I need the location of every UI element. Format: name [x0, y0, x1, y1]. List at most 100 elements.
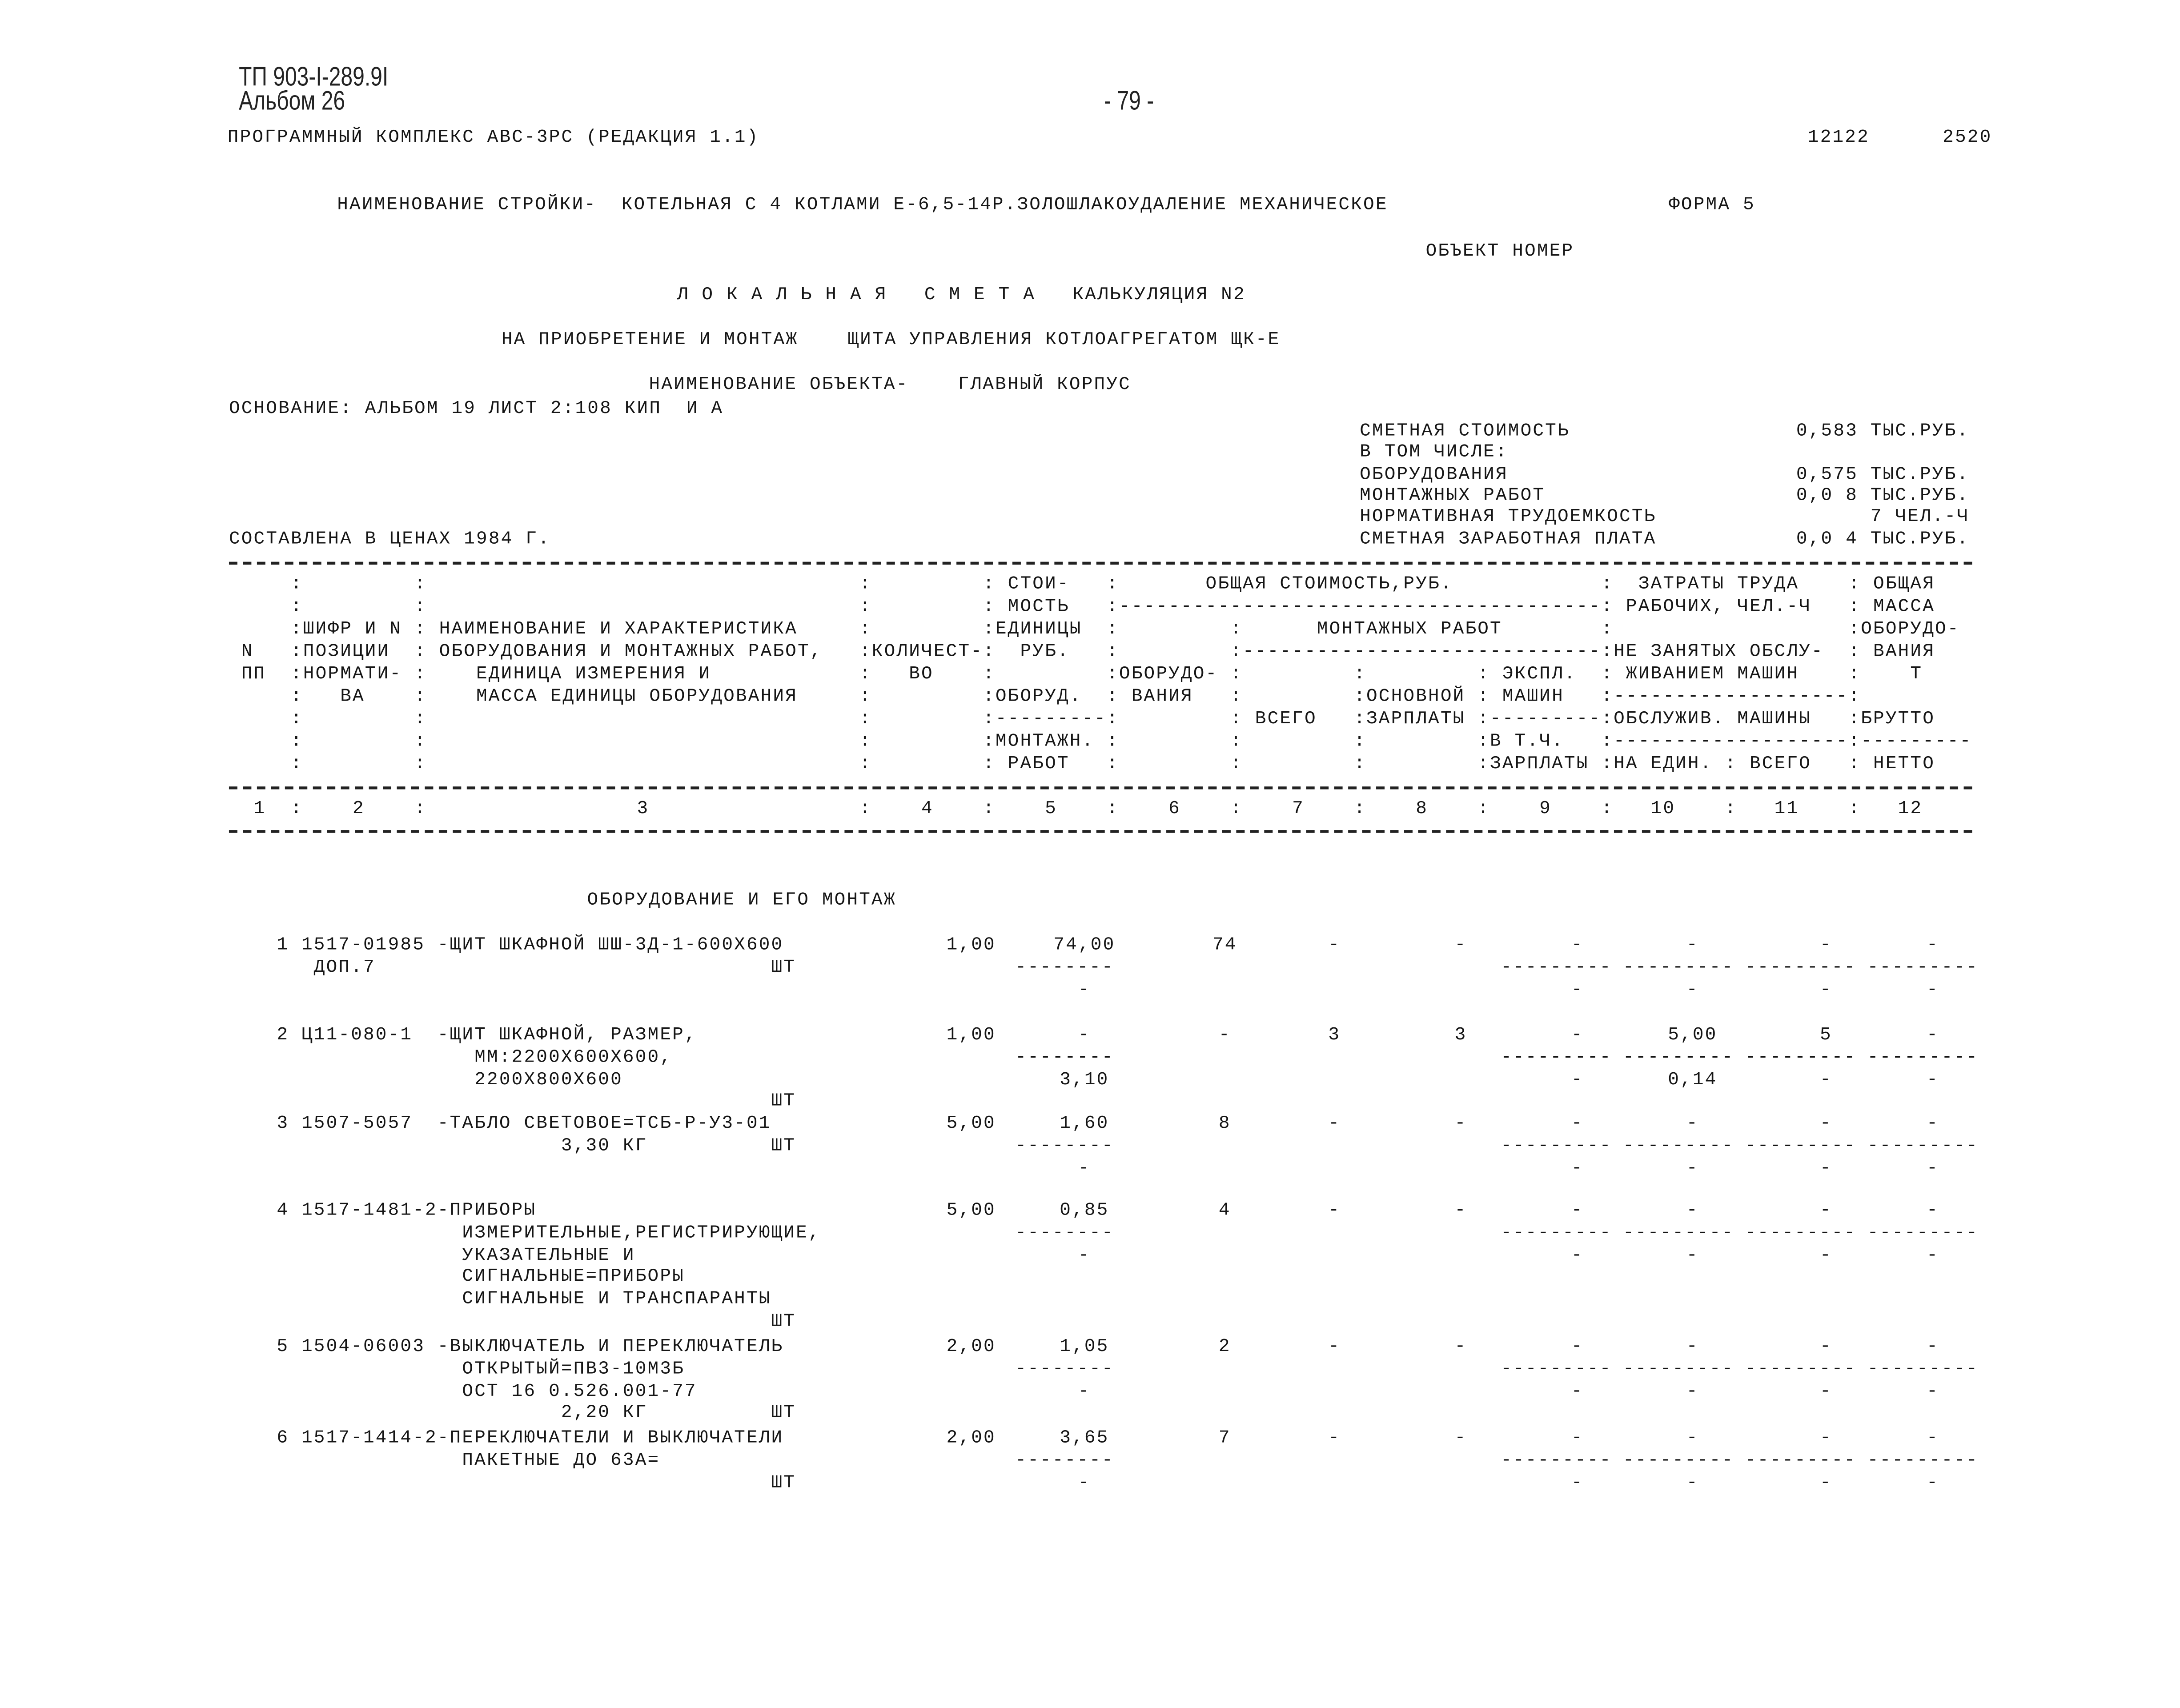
value-divider: --------- [1867, 1221, 1979, 1243]
item-description-line: 1 1517-01985 -ЩИТ ШКАФНОЙ ШШ-3Д-1-600Х60… [277, 934, 784, 955]
album-label: Альбом 26 [239, 87, 345, 117]
item-value-qty: 5,00 [946, 1199, 996, 1221]
item-value-c9: - [1571, 1427, 1584, 1448]
item-value-c8: - [1454, 1427, 1467, 1448]
item-subvalue-c9: - [1571, 1243, 1584, 1265]
item-value-c11: 5 [1820, 1024, 1832, 1045]
item-value-c9: - [1571, 1199, 1584, 1221]
item-description-line: 2 Ц11-080-1 -ЩИТ ШКАФНОЙ, РАЗМЕР, [277, 1024, 697, 1045]
summary-value: 0,583 ТЫС.РУБ. [1796, 420, 1970, 441]
price-divider: -------- [1015, 1358, 1114, 1379]
item-value-c7: - [1328, 1335, 1341, 1357]
document-code: ТП 903-I-289.9I [239, 63, 389, 93]
construction-name: НАИМЕНОВАНИЕ СТРОЙКИ- КОТЕЛЬНАЯ С 4 КОТЛ… [337, 193, 1388, 215]
value-divider: --------- [1501, 1134, 1612, 1156]
item-description-line: ММ:2200Х600Х600, [277, 1046, 673, 1067]
item-value-c7: 3 [1328, 1024, 1341, 1045]
item-subvalue-price: - [1078, 978, 1091, 1000]
item-description-line: 3,30 КГ ШТ [277, 1134, 796, 1156]
item-subvalue-c10: 0,14 [1668, 1068, 1718, 1090]
page-subtitle: НА ПРИОБРЕТЕНИЕ И МОНТАЖ ЩИТА УПРАВЛЕНИЯ… [501, 329, 1281, 350]
item-subvalue-c10: - [1686, 1156, 1699, 1178]
value-divider: --------- [1745, 1449, 1857, 1471]
summary-label: МОНТАЖНЫХ РАБОТ [1360, 484, 1546, 506]
object-name: НАИМЕНОВАНИЕ ОБЪЕКТА- ГЛАВНЫЙ КОРПУС [649, 373, 1131, 395]
summary-label: СМЕТНАЯ ЗАРАБОТНАЯ ПЛАТА [1360, 528, 1657, 549]
item-description-line: ДОП.7 ШТ [277, 956, 796, 978]
item-value-c12: - [1927, 1112, 1939, 1134]
item-subvalue-c10: - [1686, 978, 1699, 1000]
summary-label: НОРМАТИВНАЯ ТРУДОЕМКОСТЬ [1360, 505, 1657, 527]
item-subvalue-c12: - [1927, 1156, 1939, 1178]
item-value-c10: - [1686, 1427, 1699, 1448]
estimate-item: 1 1517-01985 -ЩИТ ШКАФНОЙ ШШ-3Д-1-600Х60… [0, 934, 2180, 1215]
value-divider: --------- [1623, 956, 1734, 978]
page-title: Л О К А Л Ь Н А Я С М Е Т А КАЛЬКУЛЯЦИЯ … [677, 284, 1246, 305]
section-title: ОБОРУДОВАНИЕ И ЕГО МОНТАЖ [587, 889, 896, 910]
item-subvalue-price: - [1078, 1471, 1091, 1492]
item-description-line: 5 1504-06003 -ВЫКЛЮЧАТЕЛЬ И ПЕРЕКЛЮЧАТЕЛ… [277, 1335, 784, 1357]
item-value-c12: - [1927, 1024, 1939, 1045]
table-rule-top [229, 561, 1972, 565]
item-value-c8: - [1454, 1112, 1467, 1134]
value-divider: --------- [1501, 1046, 1612, 1067]
item-value-c7: - [1328, 934, 1341, 955]
item-value-c12: - [1927, 1199, 1939, 1221]
item-subvalue-c11: - [1820, 1380, 1832, 1401]
program-label: ПРОГРАММНЫЙ КОМПЛЕКС АВС-3РС (РЕДАКЦИЯ 1… [227, 126, 759, 148]
item-value-qty: 2,00 [946, 1335, 996, 1357]
item-value-c10: - [1686, 934, 1699, 955]
item-description-line: УКАЗАТЕЛЬНЫЕ И [277, 1243, 635, 1265]
table-header-line: : ВА : МАССА ЕДИНИЦЫ ОБОРУДОВАНИЯ : :ОБО… [229, 685, 1972, 707]
item-value-c6: - [1218, 1024, 1231, 1045]
item-subvalue-c9: - [1571, 978, 1584, 1000]
estimate-page: ТП 903-I-289.9I Альбом 26 - 79 - ПРОГРАМ… [0, 63, 2180, 1616]
item-subvalue-c11: - [1820, 1068, 1832, 1090]
item-subvalue-price: - [1078, 1380, 1091, 1401]
price-divider: -------- [1015, 1046, 1114, 1067]
item-subvalue-c11: - [1820, 1471, 1832, 1492]
code-number-1: 12122 [1807, 126, 1870, 148]
estimate-item: 5 1504-06003 -ВЫКЛЮЧАТЕЛЬ И ПЕРЕКЛЮЧАТЕЛ… [0, 1335, 2180, 1616]
value-divider: --------- [1623, 1358, 1734, 1379]
value-divider: --------- [1867, 1134, 1979, 1156]
item-value-price: 74,00 [1053, 934, 1116, 955]
value-divider: --------- [1867, 1046, 1979, 1067]
item-value-c6: 74 [1212, 934, 1237, 955]
column-numbers-row: 1 : 2 : 3 : 4 : 5 : 6 : 7 : 8 : 9 : 10 :… [229, 798, 1972, 819]
summary-value: 0,0 4 ТЫС.РУБ. [1796, 528, 1970, 549]
estimate-item: 6 1517-1414-2-ПЕРЕКЛЮЧАТЕЛИ И ВЫКЛЮЧАТЕЛ… [0, 1427, 2180, 1708]
summary-label: ОБОРУДОВАНИЯ [1360, 463, 1508, 485]
item-subvalue-c10: - [1686, 1243, 1699, 1265]
item-value-price: 3,65 [1060, 1427, 1109, 1448]
summary-value: 0,575 ТЫС.РУБ. [1796, 463, 1970, 485]
table-header: : : : : СТОИ- : ОБЩАЯ СТОИМОСТЬ,РУБ. : З… [229, 573, 1972, 775]
value-divider: --------- [1623, 1134, 1734, 1156]
item-value-price: - [1078, 1024, 1091, 1045]
item-value-c11: - [1820, 1199, 1832, 1221]
item-value-c10: 5,00 [1668, 1024, 1718, 1045]
table-header-line: :ШИФР И N : НАИМЕНОВАНИЕ И ХАРАКТЕРИСТИК… [229, 618, 1972, 639]
value-divider: --------- [1501, 1221, 1612, 1243]
item-value-c8: - [1454, 1199, 1467, 1221]
item-value-qty: 5,00 [946, 1112, 996, 1134]
item-value-c6: 8 [1218, 1112, 1231, 1134]
value-divider: --------- [1623, 1449, 1734, 1471]
item-description-line: 4 1517-1481-2-ПРИБОРЫ [277, 1199, 537, 1221]
value-divider: --------- [1623, 1221, 1734, 1243]
summary-label: СМЕТНАЯ СТОИМОСТЬ [1360, 420, 1570, 441]
estimate-item: 3 1507-5057 -ТАБЛО СВЕТОВОЕ=ТСБ-Р-У3-01 … [0, 1112, 2180, 1393]
item-value-c8: - [1454, 1335, 1467, 1357]
item-subvalue-c9: - [1571, 1156, 1584, 1178]
item-value-c6: 4 [1218, 1199, 1231, 1221]
basis-label: ОСНОВАНИЕ: АЛЬБОМ 19 ЛИСТ 2:108 КИП И А [229, 397, 724, 419]
item-description-line: ШТ [277, 1310, 796, 1331]
value-divider: --------- [1745, 1221, 1857, 1243]
page-number: - 79 - [1104, 87, 1154, 117]
form-label: ФОРМА 5 [1669, 193, 1755, 215]
item-value-c9: - [1571, 934, 1584, 955]
item-value-qty: 1,00 [946, 934, 996, 955]
item-description-line: 3 1507-5057 -ТАБЛО СВЕТОВОЕ=ТСБ-Р-У3-01 [277, 1112, 771, 1134]
summary-value: 7 ЧЕЛ.-Ч [1870, 505, 1970, 527]
item-subvalue-price: - [1078, 1243, 1091, 1265]
